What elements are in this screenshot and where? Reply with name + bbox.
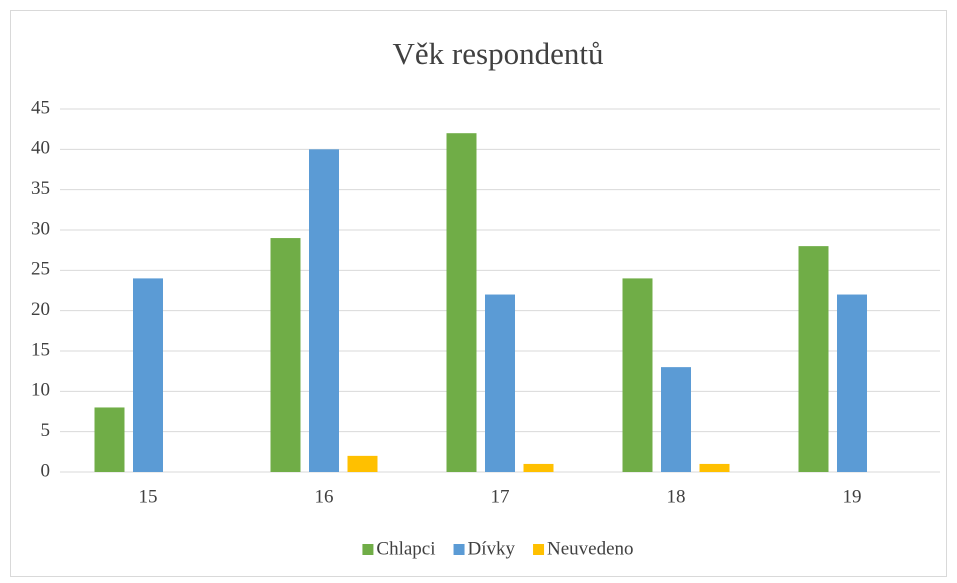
y-tick-label: 45 — [31, 97, 50, 118]
x-tick-label: 19 — [843, 486, 862, 507]
legend-swatch — [362, 544, 374, 555]
bar — [309, 149, 339, 473]
bar — [523, 463, 554, 472]
bar — [94, 407, 125, 472]
bar — [485, 294, 515, 472]
y-tick-label: 15 — [31, 339, 50, 360]
y-tick-label: 30 — [31, 218, 50, 239]
bar — [347, 455, 378, 472]
bar — [270, 238, 301, 472]
y-tick-label: 25 — [31, 259, 50, 280]
chart-border — [10, 10, 947, 577]
legend-label: Dívky — [468, 538, 516, 559]
bar — [446, 133, 477, 472]
x-tick-label: 18 — [667, 486, 686, 507]
x-tick-label: 17 — [491, 486, 510, 507]
legend-swatch — [453, 544, 465, 555]
y-tick-label: 10 — [31, 380, 50, 401]
bar — [661, 367, 691, 472]
chart-title: Věk respondentů — [393, 36, 604, 71]
bar — [837, 294, 867, 472]
x-tick-label: 16 — [315, 486, 334, 507]
bar — [133, 278, 163, 472]
y-tick-label: 0 — [41, 460, 51, 481]
bar — [699, 463, 730, 472]
bar — [622, 278, 653, 472]
y-tick-label: 20 — [31, 299, 50, 320]
y-tick-label: 40 — [31, 138, 50, 159]
x-tick-label: 15 — [139, 486, 158, 507]
y-tick-label: 5 — [41, 420, 51, 441]
y-tick-label: 35 — [31, 178, 50, 199]
legend-label: Neuvedeno — [547, 538, 634, 559]
bar — [798, 246, 829, 472]
legend-label: Chlapci — [376, 538, 435, 559]
legend-swatch — [533, 544, 545, 555]
